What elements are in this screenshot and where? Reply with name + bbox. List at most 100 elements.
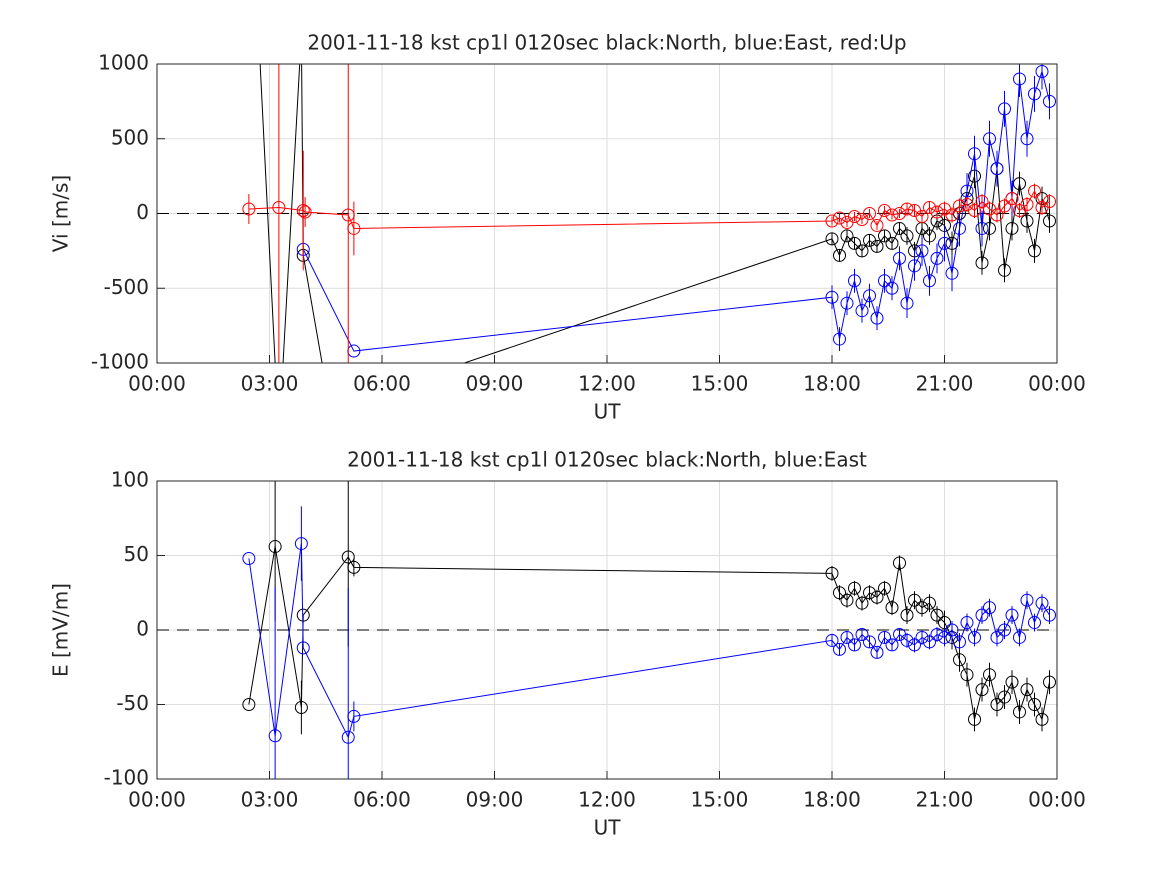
y-tick-label: -1000 [91, 350, 149, 374]
marker [825, 566, 839, 580]
marker [242, 551, 256, 565]
marker [296, 204, 310, 218]
marker [1028, 616, 1041, 630]
x-axis-label: UT [594, 400, 622, 424]
marker [848, 209, 861, 223]
marker [840, 593, 854, 607]
marker [347, 560, 361, 574]
marker [900, 608, 914, 622]
marker [863, 207, 876, 220]
marker [878, 630, 891, 644]
marker [885, 236, 899, 250]
marker [1043, 214, 1056, 228]
marker [1020, 198, 1034, 212]
marker [960, 616, 974, 630]
y-tick-label: 100 [111, 468, 149, 492]
marker [840, 296, 854, 310]
series-line [302, 69, 1050, 352]
y-tick-label: 0 [136, 200, 149, 224]
marker [1043, 195, 1056, 209]
marker [953, 221, 966, 235]
marker [347, 221, 361, 235]
marker [990, 208, 1004, 222]
marker [923, 596, 936, 610]
marker [1035, 712, 1049, 726]
marker [945, 208, 959, 222]
y-tick-label: -500 [104, 275, 149, 299]
marker [968, 630, 981, 644]
marker [990, 698, 1004, 711]
marker [242, 202, 256, 216]
marker [893, 221, 906, 235]
x-tick-label: 21:00 [916, 372, 974, 396]
marker [1005, 192, 1019, 206]
marker [878, 581, 891, 595]
marker [855, 304, 869, 318]
marker [930, 205, 944, 219]
marker [863, 289, 876, 303]
marker [1035, 596, 1049, 610]
marker [968, 204, 981, 218]
marker [878, 229, 891, 243]
marker [268, 540, 282, 554]
marker [998, 199, 1011, 213]
marker [1013, 705, 1026, 719]
x-tick-label: 18:00 [803, 372, 861, 396]
y-axis-label: E [mV/m] [49, 583, 73, 677]
marker [945, 236, 959, 250]
marker [848, 581, 861, 595]
marker [953, 635, 966, 649]
marker [1028, 87, 1041, 101]
marker [983, 601, 996, 615]
marker [938, 236, 951, 250]
series-line [259, 64, 1050, 363]
axes-box [156, 63, 1058, 364]
marker [1028, 184, 1041, 198]
y-tick-label: 50 [124, 542, 149, 566]
marker [908, 638, 921, 652]
marker [1020, 593, 1034, 607]
marker [908, 259, 921, 273]
marker [833, 248, 846, 262]
y-tick-label: 1000 [98, 51, 149, 75]
marker [998, 623, 1011, 637]
axes-box [156, 480, 1058, 780]
marker [983, 132, 996, 146]
series-line [248, 546, 1050, 721]
x-tick-label: 06:00 [353, 372, 411, 396]
marker [893, 207, 906, 220]
marker [1013, 630, 1026, 644]
marker [848, 638, 861, 652]
y-axis-label: Vi [m/s] [49, 175, 73, 252]
marker [885, 208, 899, 222]
marker [833, 586, 846, 600]
marker [833, 332, 846, 346]
marker [296, 641, 310, 655]
marker [870, 590, 884, 604]
marker [900, 633, 914, 647]
marker [1020, 683, 1034, 697]
x-tick-label: 15:00 [691, 788, 749, 812]
marker [975, 195, 989, 209]
marker [968, 712, 981, 726]
marker [953, 199, 966, 213]
marker [294, 537, 308, 551]
marker [848, 236, 861, 250]
marker [998, 690, 1011, 704]
marker [848, 274, 861, 288]
x-tick-label: 09:00 [466, 788, 524, 812]
marker [298, 205, 312, 219]
marker [1005, 675, 1019, 689]
plot-area [242, 64, 1056, 363]
y-tick-label: 0 [136, 617, 149, 641]
marker [960, 668, 974, 682]
marker [968, 147, 981, 161]
x-tick-label: 06:00 [353, 788, 411, 812]
marker [998, 263, 1011, 277]
marker [825, 232, 839, 246]
x-tick-label: 15:00 [691, 372, 749, 396]
marker [975, 221, 989, 235]
marker [863, 586, 876, 600]
marker [825, 633, 839, 647]
